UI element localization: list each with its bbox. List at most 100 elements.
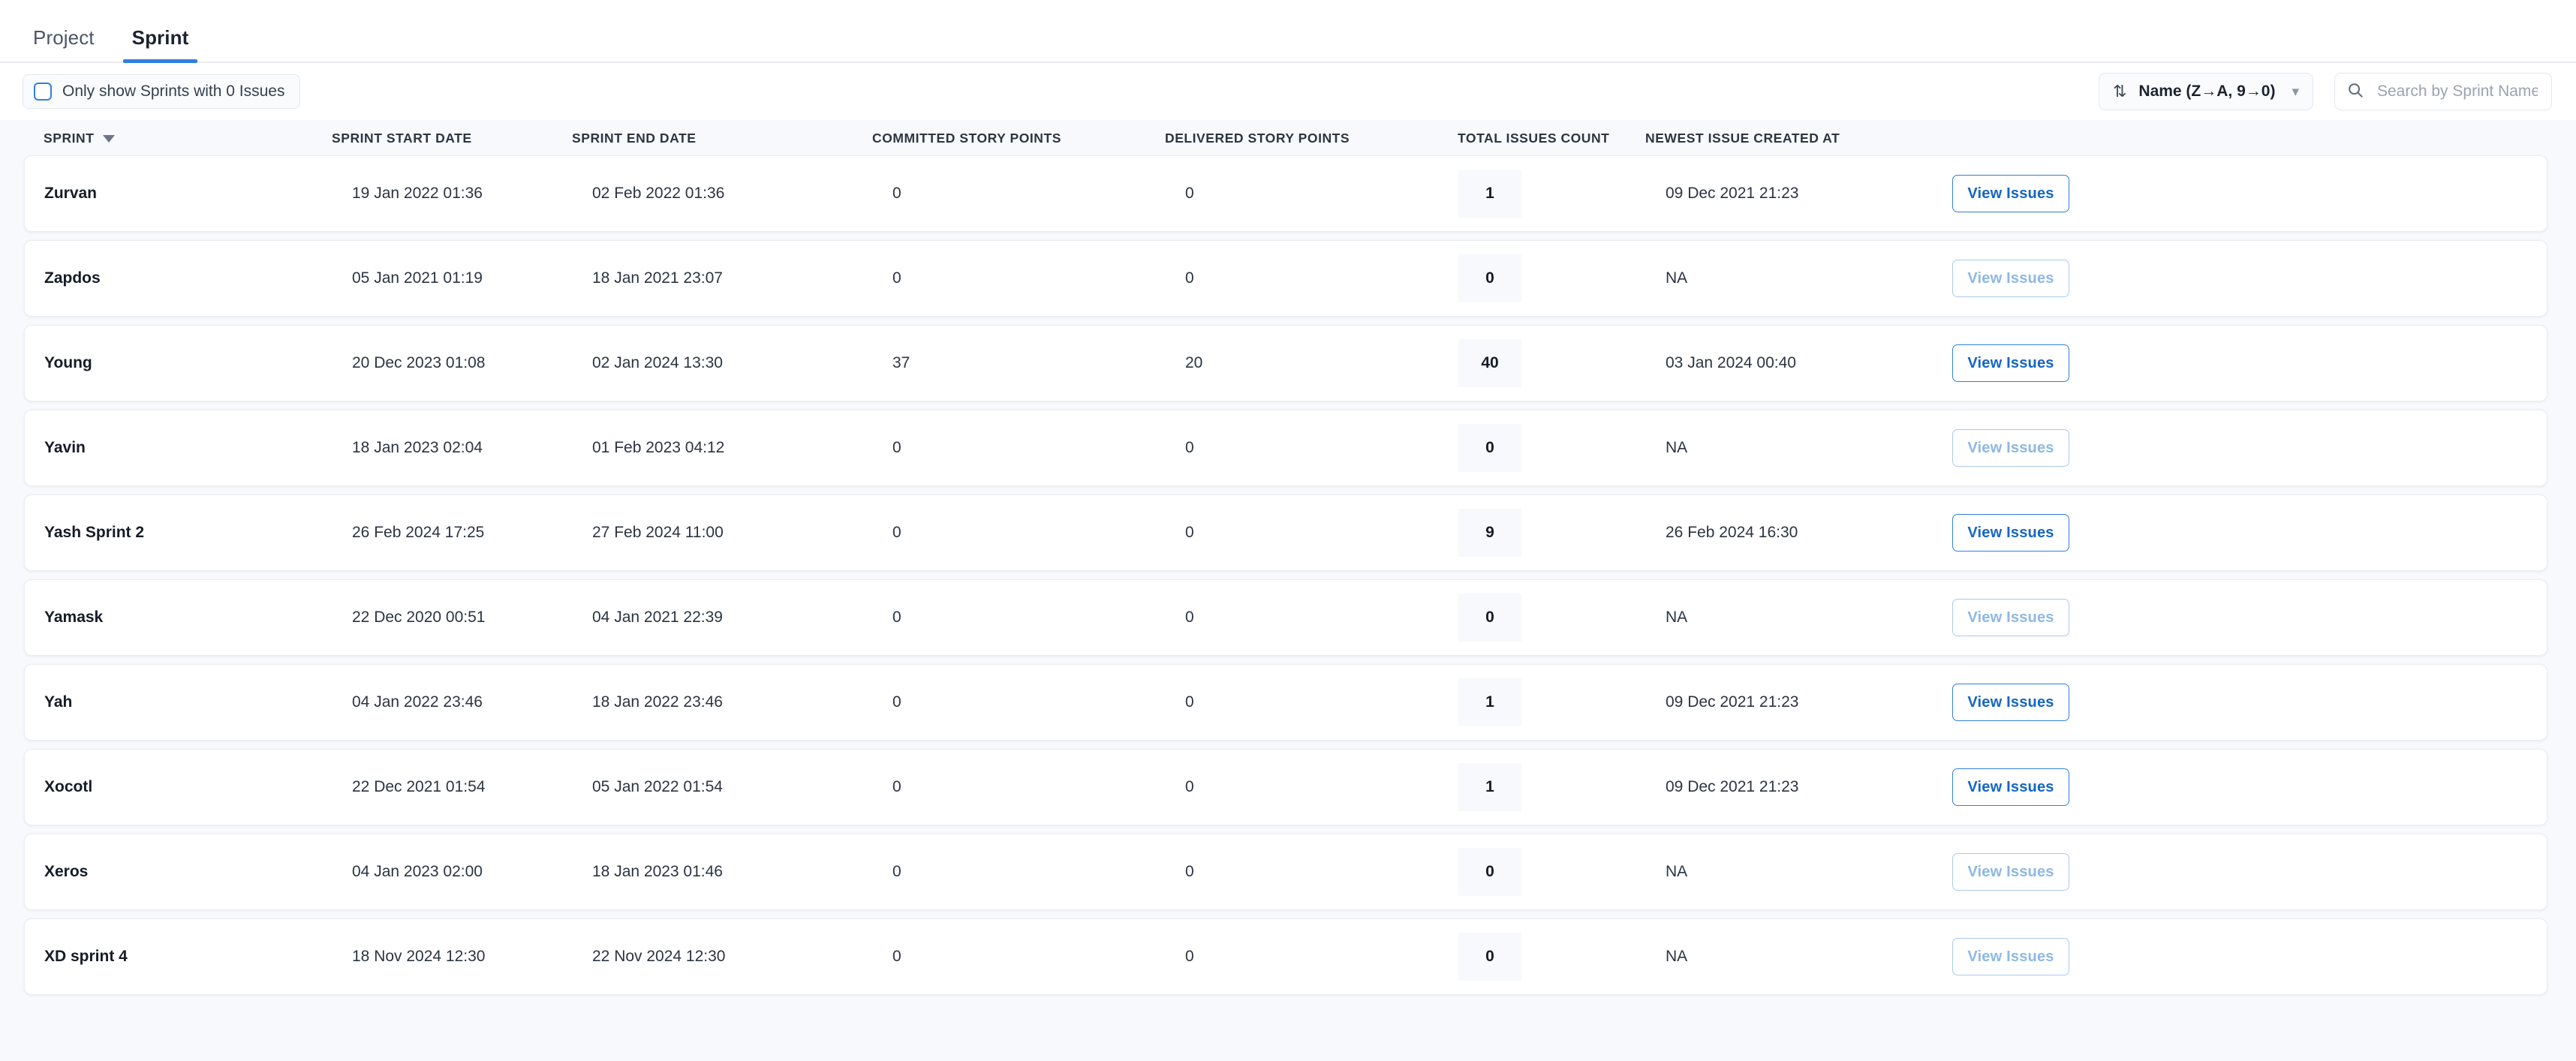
cell-sprint-name: Xeros [44,863,89,880]
view-issues-button[interactable]: View Issues [1952,175,2069,212]
table-row: Zapdos 05 Jan 2021 01:19 18 Jan 2021 23:07… [24,240,2547,317]
total-issues-badge: 0 [1458,933,1521,981]
column-header-sprint-end-date: SPRINT END DATE [572,131,697,146]
cell-sprint-start-date: 19 Jan 2022 01:36 [352,185,483,202]
view-issues-button[interactable]: View Issues [1952,768,2069,806]
view-issues-button[interactable]: View Issues [1952,684,2069,721]
view-issues-button: View Issues [1952,938,2069,975]
cell-sprint-end-date: 02 Jan 2024 13:30 [592,354,723,371]
total-issues-badge: 0 [1458,848,1521,896]
cell-newest-issue-created-at: NA [1666,863,1688,880]
total-issues-badge: 0 [1458,254,1521,302]
cell-newest-issue-created-at: 09 Dec 2021 21:23 [1666,778,1799,795]
cell-newest-issue-created-at: NA [1666,439,1688,456]
cell-sprint-name: Yash Sprint 2 [44,524,145,541]
cell-delivered-story-points: 0 [1185,524,1194,541]
cell-total-issues-count: 0 [1458,594,1646,642]
table-row: Yash Sprint 2 26 Feb 2024 17:25 27 Feb 202… [24,494,2547,571]
cell-sprint-start-date: 20 Dec 2023 01:08 [352,354,486,371]
cell-delivered-story-points: 0 [1185,609,1194,626]
table-body: Zurvan 19 Jan 2022 01:36 02 Feb 2022 01:36… [24,155,2547,995]
cell-delivered-story-points: 0 [1185,948,1194,965]
table-row: Xocotl 22 Dec 2021 01:54 05 Jan 2022 01:54… [24,749,2547,825]
table-row: Zurvan 19 Jan 2022 01:36 02 Feb 2022 01:36… [24,155,2547,232]
cell-sprint-start-date: 18 Nov 2024 12:30 [352,948,486,965]
toolbar: Only show Sprints with 0 Issues ⇅ Name (… [0,63,2576,120]
view-issues-button[interactable]: View Issues [1952,344,2069,382]
sprint-table: SPRINT SPRINT START DATE SPRINT END DATE… [0,120,2576,995]
cell-sprint-name: Young [44,354,92,371]
cell-sprint-name: Yah [44,693,73,711]
cell-sprint-end-date: 22 Nov 2024 12:30 [592,948,726,965]
cell-actions: View Issues [1946,514,2547,552]
cell-total-issues-count: 0 [1458,254,1646,302]
filter-zero-issues-checkbox[interactable]: Only show Sprints with 0 Issues [23,74,301,109]
cell-sprint-end-date: 18 Jan 2022 23:46 [592,693,723,711]
cell-committed-story-points: 37 [892,354,910,371]
cell-delivered-story-points: 0 [1185,778,1194,795]
cell-sprint-name: Zurvan [44,185,98,202]
cell-delivered-story-points: 0 [1185,269,1194,287]
column-header-delivered-story-points: DELIVERED STORY POINTS [1165,131,1350,146]
cell-actions: View Issues [1946,853,2547,891]
total-issues-badge: 1 [1458,763,1521,811]
cell-sprint-name: Yamask [44,609,104,626]
cell-actions: View Issues [1946,429,2547,467]
cell-total-issues-count: 40 [1458,339,1646,387]
search-sprint-box[interactable] [2334,73,2552,110]
cell-total-issues-count: 0 [1458,848,1646,896]
sort-dropdown[interactable]: ⇅ Name (Z→A, 9→0) ▾ [2098,73,2313,110]
cell-actions: View Issues [1946,260,2547,297]
column-header-sprint-label: SPRINT [44,131,95,146]
cell-newest-issue-created-at: NA [1666,609,1688,626]
total-issues-badge: 1 [1458,170,1521,218]
cell-total-issues-count: 1 [1458,170,1646,218]
column-header-sprint[interactable]: SPRINT [24,131,332,146]
filter-zero-issues-label: Only show Sprints with 0 Issues [62,83,285,100]
cell-delivered-story-points: 0 [1185,185,1194,202]
cell-delivered-story-points: 20 [1185,354,1203,371]
cell-sprint-start-date: 18 Jan 2023 02:04 [352,439,483,456]
view-issues-button[interactable]: View Issues [1952,514,2069,552]
cell-sprint-end-date: 27 Feb 2024 11:00 [592,524,724,541]
table-row: Xeros 04 Jan 2023 02:00 18 Jan 2023 01:46 0… [24,834,2547,910]
search-input[interactable] [2376,82,2539,101]
cell-committed-story-points: 0 [892,778,901,795]
cell-total-issues-count: 1 [1458,678,1646,726]
cell-committed-story-points: 0 [892,185,901,202]
table-row: Yamask 22 Dec 2020 00:51 04 Jan 2021 22:39… [24,579,2547,656]
cell-actions: View Issues [1946,684,2547,721]
cell-sprint-start-date: 04 Jan 2022 23:46 [352,693,483,711]
cell-newest-issue-created-at: NA [1666,948,1688,965]
sort-caret-down-icon[interactable] [103,134,116,143]
tab-project-label: Project [33,26,95,49]
total-issues-badge: 40 [1458,339,1521,387]
view-issues-button: View Issues [1952,853,2069,891]
cell-sprint-end-date: 18 Jan 2023 01:46 [592,863,723,880]
cell-actions: View Issues [1946,768,2547,806]
toolbar-right-group: ⇅ Name (Z→A, 9→0) ▾ [2098,73,2552,110]
cell-sprint-end-date: 01 Feb 2023 04:12 [592,439,725,456]
view-issues-button: View Issues [1952,260,2069,297]
cell-newest-issue-created-at: NA [1666,269,1688,287]
checkbox-icon[interactable] [34,83,52,101]
tab-project[interactable]: Project [23,26,105,62]
cell-actions: View Issues [1946,344,2547,382]
cell-sprint-end-date: 18 Jan 2021 23:07 [592,269,723,287]
cell-committed-story-points: 0 [892,948,901,965]
total-issues-badge: 0 [1458,594,1521,642]
cell-sprint-name: Zapdos [44,269,101,287]
tab-sprint[interactable]: Sprint [122,26,200,63]
cell-sprint-name: XD sprint 4 [44,948,128,965]
cell-committed-story-points: 0 [892,524,901,541]
tab-bar: Project Sprint [0,0,2576,63]
table-header-row: SPRINT SPRINT START DATE SPRINT END DATE… [24,120,2547,155]
cell-sprint-end-date: 05 Jan 2022 01:54 [592,778,723,795]
cell-actions: View Issues [1946,175,2547,212]
cell-newest-issue-created-at: 26 Feb 2024 16:30 [1666,524,1798,541]
cell-total-issues-count: 1 [1458,763,1646,811]
view-issues-button: View Issues [1952,599,2069,636]
column-header-sprint-start-date: SPRINT START DATE [332,131,472,146]
cell-total-issues-count: 0 [1458,933,1646,981]
total-issues-badge: 0 [1458,424,1521,472]
